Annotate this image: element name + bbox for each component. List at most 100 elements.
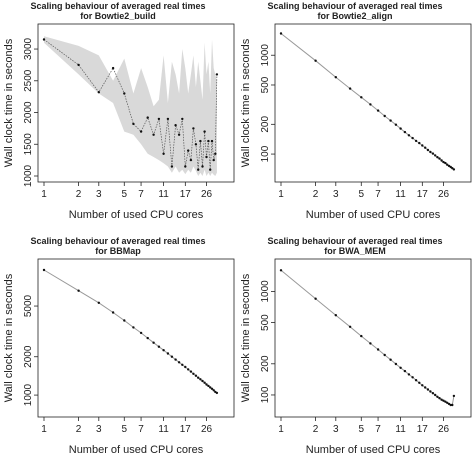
y-tick-label: 1000 [23, 164, 34, 187]
x-tick-label: 2 [76, 189, 82, 200]
data-point [334, 76, 337, 79]
data-point [442, 399, 445, 402]
data-point [184, 165, 187, 168]
data-point [376, 348, 380, 351]
data-point [170, 165, 174, 168]
data-point [205, 155, 208, 159]
data-point [162, 152, 165, 155]
data-point [314, 297, 317, 300]
y-tick-label: 100 [260, 145, 271, 162]
x-tick-label: 2 [313, 424, 319, 435]
x-tick-label: 7 [375, 424, 381, 435]
y-tick-label: 1000 [23, 384, 34, 407]
data-point [389, 358, 392, 361]
y-tick-label: 500 [260, 314, 271, 331]
data-point [431, 152, 435, 155]
x-tick-label: 5 [121, 424, 127, 435]
plot-frame [37, 258, 235, 418]
x-tick-label: 5 [358, 189, 364, 200]
data-point [414, 139, 418, 143]
data-point [170, 355, 174, 358]
data-point [139, 130, 143, 133]
data-point [132, 326, 135, 329]
x-tick-label: 17 [417, 424, 429, 435]
data-point [434, 393, 437, 397]
data-point [42, 38, 46, 41]
y-axis-label: Wall clock time in seconds [3, 38, 15, 167]
y-tick-label: 1000 [260, 280, 271, 303]
data-point [166, 117, 170, 121]
y-tick-label: 200 [260, 355, 271, 372]
x-tick-label: 2 [76, 424, 82, 435]
x-tick-label: 1 [41, 189, 47, 200]
data-point [197, 376, 200, 379]
y-axis-label: Wall clock time in seconds [240, 38, 252, 167]
data-point [201, 165, 204, 168]
data-point [446, 163, 449, 166]
data-point [389, 119, 392, 122]
chart-title: Scaling behaviour of averaged real times… [267, 1, 442, 21]
data-point [399, 366, 402, 369]
data-point [431, 392, 435, 395]
x-tick-label: 17 [417, 189, 429, 200]
x-tick-label: 11 [158, 189, 169, 200]
x-tick-label: 17 [180, 189, 192, 200]
data-point [383, 114, 386, 118]
data-point [212, 158, 215, 162]
x-tick-label: 11 [395, 424, 406, 435]
chart-panel-bbmap: Scaling behaviour of averaged real times… [0, 235, 237, 470]
data-point [210, 139, 214, 143]
y-tick-label: 1500 [23, 133, 34, 156]
data-point [421, 144, 424, 147]
data-point [197, 168, 200, 171]
y-axis-label: Wall clock time in seconds [240, 273, 252, 402]
data-point [411, 136, 414, 140]
x-tick-label: 26 [438, 424, 450, 435]
y-tick-label: 5000 [23, 294, 34, 317]
data-point [157, 345, 161, 348]
y-tick-label: 2500 [23, 69, 34, 92]
chart-title: Scaling behaviour of averaged real times… [267, 236, 442, 256]
data-point [414, 379, 418, 382]
data-point [452, 168, 456, 171]
data-point [97, 91, 101, 94]
chart-title: Scaling behaviour of averaged real times… [30, 1, 205, 21]
data-point [194, 143, 198, 146]
x-axis-label: Number of used CPU cores [306, 209, 441, 221]
data-point [177, 133, 181, 136]
chart-panel-bwa-mem: Scaling behaviour of averaged real times… [237, 235, 474, 470]
x-tick-label: 3 [333, 189, 339, 200]
data-point [426, 388, 430, 391]
x-tick-label: 26 [438, 189, 450, 200]
data-point [77, 63, 80, 67]
data-point [440, 398, 443, 401]
data-point [215, 391, 219, 395]
x-tick-label: 26 [201, 424, 213, 435]
y-axis-label: Wall clock time in seconds [3, 273, 15, 402]
data-point [360, 334, 363, 338]
data-point [411, 376, 414, 379]
data-point [440, 159, 443, 162]
data-point [394, 362, 398, 366]
chart-svg: Scaling behaviour of averaged real times… [240, 236, 472, 456]
chart-title-line: Scaling behaviour of averaged real times [30, 1, 205, 11]
x-tick-label: 1 [278, 189, 284, 200]
data-point [424, 386, 427, 389]
data-point [446, 401, 449, 404]
data-point [111, 311, 115, 314]
chart-svg: Scaling behaviour of averaged real times… [3, 1, 235, 221]
data-point [444, 400, 447, 403]
data-point [452, 394, 456, 398]
y-tick-label: 2000 [23, 345, 34, 368]
x-axis-label: Number of used CPU cores [306, 444, 441, 456]
data-point [209, 386, 212, 389]
series-line [43, 39, 218, 170]
data-point [418, 381, 421, 384]
chart-panel-bowtie2-align: Scaling behaviour of averaged real times… [237, 0, 474, 235]
x-tick-label: 7 [375, 189, 381, 200]
data-point [209, 168, 212, 171]
data-point [447, 164, 451, 168]
data-point [201, 379, 204, 383]
x-tick-label: 11 [158, 424, 169, 435]
data-point [348, 325, 352, 328]
